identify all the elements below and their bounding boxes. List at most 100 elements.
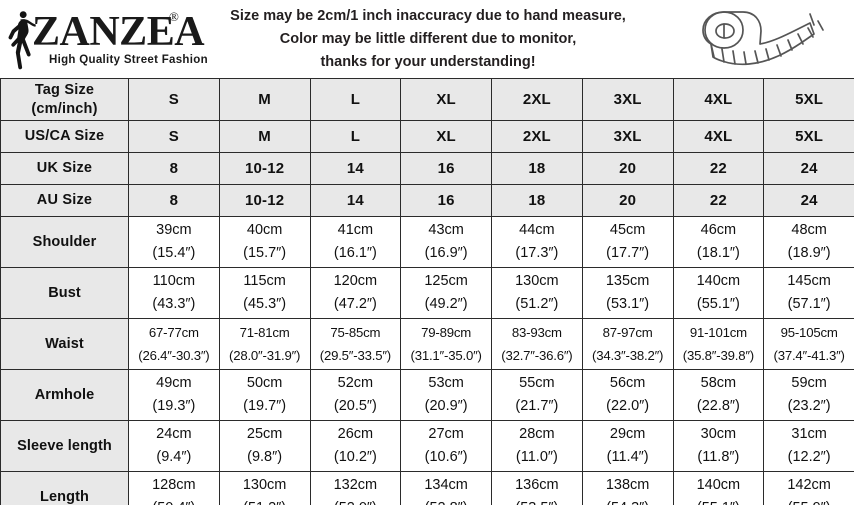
value-inch: (23.2″)	[787, 398, 831, 414]
cell-length-3xl: 138cm (54.3″)	[581, 471, 674, 505]
cell-uk-l: 14	[309, 152, 402, 185]
cell-us-ca-l: L	[309, 120, 402, 153]
cell-au-5xl: 24	[763, 184, 854, 217]
value-inch: (21.7″)	[515, 398, 559, 414]
value-inch: (15.7″)	[243, 245, 287, 261]
cell-length-5xl: 142cm (55.9″)	[763, 471, 854, 505]
woman-silhouette-icon	[8, 11, 36, 70]
value-inch: (51.2″)	[515, 296, 559, 312]
cell-au-3xl: 20	[581, 184, 674, 217]
value-inch: (52.8″)	[401, 497, 491, 505]
value-inch: (54.3″)	[583, 497, 673, 505]
cell-uk-5xl: 24	[763, 152, 854, 185]
cell-uk-4xl: 22	[672, 152, 765, 185]
row-label-shoulder: Shoulder	[0, 216, 129, 268]
disclaimer-line-2: Color may be little different due to mon…	[279, 31, 577, 47]
cell-shoulder-2xl: 44cm (17.3″)	[491, 216, 583, 268]
disclaimer-notice: Size may be 2cm/1 inch inaccuracy due to…	[198, 5, 658, 74]
cell-sleeve-length-l: 26cm (10.2″)	[309, 420, 402, 472]
table-row-uk-size: UK Size 8 10-12 14 16 18 20 22 24	[0, 152, 854, 185]
value-inch: (22.0″)	[606, 398, 650, 414]
cell-length-4xl: 140cm (55.1″)	[672, 471, 765, 505]
cell-sleeve-length-s: 24cm (9.4″)	[128, 420, 220, 472]
value-cm: 142cm	[787, 477, 831, 493]
value-inch: (55.1″)	[674, 497, 764, 505]
row-label-line2: (cm/inch)	[31, 100, 98, 117]
value-cm: 31cm	[791, 426, 827, 442]
value-inch: (28.0″-31.9″)	[229, 348, 301, 363]
value-cm: 41cm	[337, 222, 374, 238]
value-inch: (19.3″)	[152, 398, 196, 414]
cell-waist-xl: 79-89cm (31.1″-35.0″)	[400, 318, 492, 370]
value-cm: 55cm	[519, 375, 555, 391]
value-cm: 48cm	[791, 222, 827, 238]
cell-armhole-xl: 53cm (20.9″)	[400, 369, 492, 421]
cell-au-2xl: 18	[491, 184, 583, 217]
cell-tag-size-3xl: 3XL	[581, 78, 674, 121]
cell-length-l: 132cm (52.0″)	[309, 471, 402, 505]
cell-shoulder-l: 41cm (16.1″)	[309, 216, 402, 268]
value-inch: (18.9″)	[787, 245, 831, 261]
cell-tag-size-4xl: 4XL	[672, 78, 765, 121]
value-inch: (11.4″)	[606, 449, 649, 465]
cell-uk-3xl: 20	[581, 152, 674, 185]
cell-bust-5xl: 145cm (57.1″)	[763, 267, 854, 319]
row-label-length: Length	[0, 471, 129, 505]
row-label-waist: Waist	[0, 318, 129, 370]
cell-us-ca-5xl: 5XL	[763, 120, 854, 153]
cell-us-ca-4xl: 4XL	[672, 120, 765, 153]
value-inch: (57.1″)	[787, 296, 831, 312]
cell-shoulder-xl: 43cm (16.9″)	[400, 216, 492, 268]
value-cm: 115cm	[243, 273, 286, 289]
disclaimer-line-3: thanks for your understanding!	[320, 54, 536, 70]
cell-bust-4xl: 140cm (55.1″)	[672, 267, 765, 319]
brand-logo: ZANZEA ® High Quality Street Fashion	[2, 4, 208, 74]
value-cm: 71-81cm	[239, 325, 290, 340]
value-inch: (49.2″)	[424, 296, 468, 312]
cell-sleeve-length-3xl: 29cm (11.4″)	[581, 420, 674, 472]
cell-waist-l: 75-85cm (29.5″-33.5″)	[309, 318, 402, 370]
value-inch: (18.1″)	[696, 245, 740, 261]
value-cm: 26cm	[337, 426, 374, 442]
measuring-tape-icon	[702, 11, 824, 66]
value-cm: 145cm	[787, 273, 831, 289]
value-cm: 95-105cm	[780, 325, 838, 340]
disclaimer-line-1: Size may be 2cm/1 inch inaccuracy due to…	[230, 8, 626, 24]
cell-sleeve-length-5xl: 31cm (12.2″)	[763, 420, 854, 472]
value-inch: (53.5″)	[492, 497, 582, 505]
value-inch: (19.7″)	[243, 398, 287, 414]
cell-sleeve-length-2xl: 28cm (11.0″)	[491, 420, 583, 472]
value-cm: 125cm	[424, 273, 468, 289]
value-inch: (9.4″)	[156, 449, 192, 465]
row-label-uk-size: UK Size	[0, 152, 129, 185]
value-cm: 75-85cm	[330, 325, 381, 340]
cell-us-ca-2xl: 2XL	[491, 120, 583, 153]
cell-waist-2xl: 83-93cm (32.7″-36.6″)	[491, 318, 583, 370]
size-chart-table: Tag Size (cm/inch) S M L XL 2XL 3XL 4XL …	[0, 78, 854, 505]
value-inch: (47.2″)	[333, 296, 377, 312]
cell-shoulder-m: 40cm (15.7″)	[218, 216, 311, 268]
value-cm: 49cm	[156, 375, 192, 391]
value-inch: (55.9″)	[764, 497, 854, 505]
cell-shoulder-5xl: 48cm (18.9″)	[763, 216, 854, 268]
value-cm: 24cm	[156, 426, 192, 442]
cell-au-s: 8	[128, 184, 220, 217]
cell-bust-s: 110cm (43.3″)	[128, 267, 220, 319]
cell-waist-s: 67-77cm (26.4″-30.3″)	[128, 318, 220, 370]
row-label-sleeve-length: Sleeve length	[0, 420, 129, 472]
cell-us-ca-s: S	[128, 120, 220, 153]
cell-sleeve-length-m: 25cm (9.8″)	[218, 420, 311, 472]
table-row-length: Length 128cm (50.4″) 130cm (51.2″) 132cm…	[0, 471, 854, 505]
table-row-au-size: AU Size 8 10-12 14 16 18 20 22 24	[0, 184, 854, 217]
cell-armhole-l: 52cm (20.5″)	[309, 369, 402, 421]
value-inch: (45.3″)	[243, 296, 287, 312]
value-cm: 58cm	[700, 375, 737, 391]
value-inch: (11.8″)	[697, 449, 740, 465]
value-cm: 140cm	[696, 273, 741, 289]
value-inch: (10.2″)	[333, 449, 377, 465]
value-cm: 67-77cm	[148, 325, 199, 340]
value-cm: 27cm	[428, 426, 464, 442]
value-inch: (53.1″)	[606, 296, 650, 312]
cell-bust-m: 115cm (45.3″)	[218, 267, 311, 319]
value-inch: (17.3″)	[515, 245, 559, 261]
